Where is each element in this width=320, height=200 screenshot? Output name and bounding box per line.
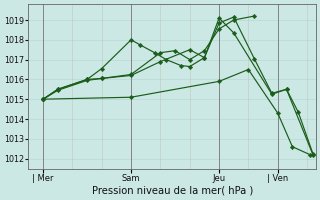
X-axis label: Pression niveau de la mer( hPa ): Pression niveau de la mer( hPa )	[92, 186, 253, 196]
